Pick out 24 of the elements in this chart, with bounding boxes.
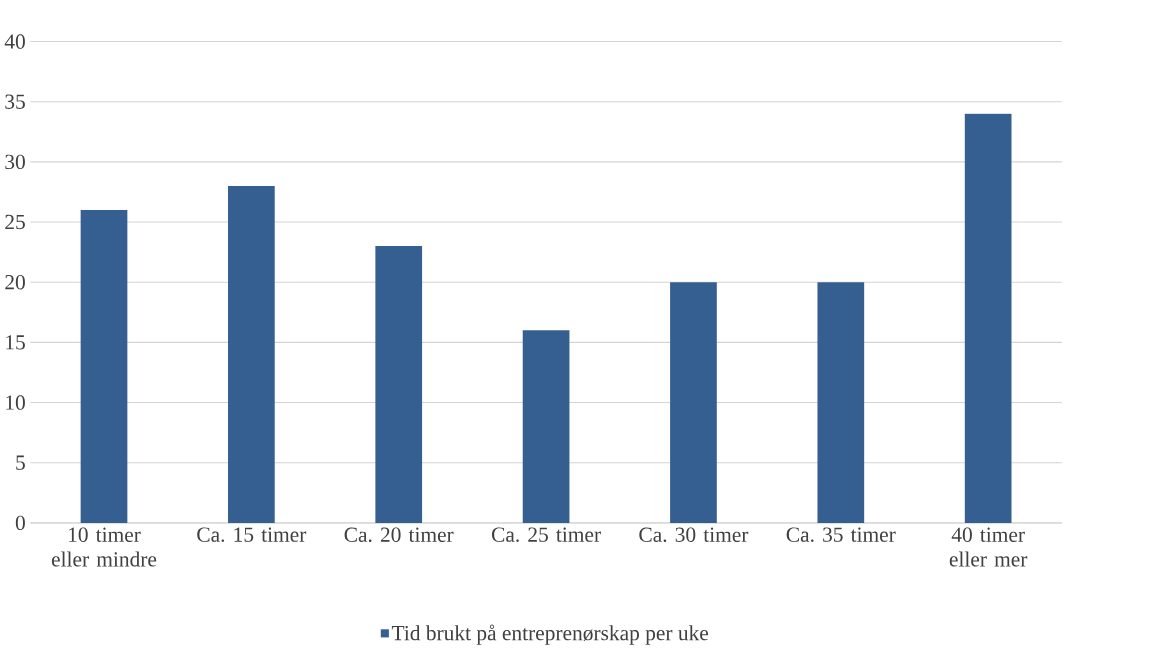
y-tick-label: 5 xyxy=(16,455,25,470)
y-tick-label: 25 xyxy=(5,214,25,230)
y-tick-label: 20 xyxy=(5,275,25,290)
bar xyxy=(375,246,423,523)
legend-label: Tid brukt på entreprenørskap per uke xyxy=(391,624,709,645)
y-tick-label: 10 xyxy=(6,395,25,410)
y-tick-label: 40 xyxy=(4,34,25,49)
y-tick-label: 15 xyxy=(6,335,25,350)
y-tick-label: 0 xyxy=(15,515,25,531)
bar xyxy=(964,113,1012,523)
x-tick-label: Ca. 15 timer xyxy=(197,527,307,543)
x-tick-label: Ca. 20 timer xyxy=(344,527,454,543)
x-tick-label: 40 timer eller mer xyxy=(949,527,1028,567)
x-tick-label: 10 timer eller mindre xyxy=(51,527,157,567)
y-tick-label: 35 xyxy=(5,94,25,109)
bar xyxy=(80,210,128,523)
x-tick-label: Ca. 35 timer xyxy=(786,527,896,543)
y-tick-label: 30 xyxy=(5,154,25,170)
bar xyxy=(228,186,275,523)
x-tick-label: Ca. 30 timer xyxy=(639,527,749,543)
bar xyxy=(522,330,570,523)
bar xyxy=(670,282,717,523)
bar xyxy=(817,282,865,523)
x-tick-label: Ca. 25 timer xyxy=(491,527,601,543)
